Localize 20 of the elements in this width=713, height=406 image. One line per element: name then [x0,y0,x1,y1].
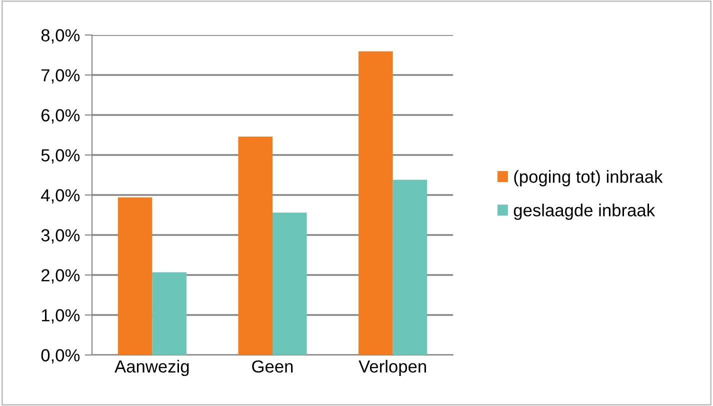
legend-label: (poging tot) inbraak [514,170,663,186]
bar [358,51,393,355]
y-tick-label: 1,0% [42,309,80,324]
bar [392,180,428,355]
x-tick-label: Aanwezig [114,360,189,376]
y-tick-label: 3,0% [41,229,80,244]
y-tick-label: 5,0% [41,149,80,164]
bar [272,212,307,355]
x-tick-label: Geen [252,360,293,373]
y-tick-label: 4,0% [41,189,80,204]
bar [118,197,152,355]
y-tick-label: 0,0% [41,349,80,364]
legend-label: geslaagde inbraak [514,204,656,220]
bar [152,272,186,355]
x-tick-label: Verlopen [358,360,426,376]
y-tick-label: 2,0% [42,269,80,284]
bar [238,136,272,355]
y-tick-label: 7,0% [42,69,80,84]
y-tick-label: 6,0% [42,109,80,124]
y-tick-label: 8,0% [41,29,80,44]
